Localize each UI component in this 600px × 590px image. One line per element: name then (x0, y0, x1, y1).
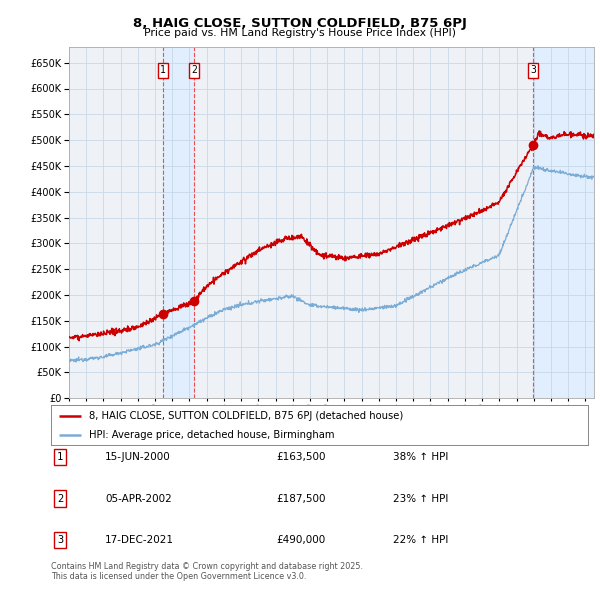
Text: 15-JUN-2000: 15-JUN-2000 (105, 453, 171, 462)
Text: 05-APR-2002: 05-APR-2002 (105, 494, 172, 503)
Text: 8, HAIG CLOSE, SUTTON COLDFIELD, B75 6PJ (detached house): 8, HAIG CLOSE, SUTTON COLDFIELD, B75 6PJ… (89, 411, 403, 421)
Text: 17-DEC-2021: 17-DEC-2021 (105, 535, 174, 545)
Text: 23% ↑ HPI: 23% ↑ HPI (393, 494, 448, 503)
Text: £187,500: £187,500 (276, 494, 325, 503)
Text: 1: 1 (57, 453, 63, 462)
Text: 22% ↑ HPI: 22% ↑ HPI (393, 535, 448, 545)
Text: 1: 1 (160, 65, 166, 76)
Bar (163, 47, 194, 398)
Text: 2: 2 (57, 494, 63, 503)
Text: 2: 2 (191, 65, 197, 76)
Text: 3: 3 (530, 65, 536, 76)
Text: HPI: Average price, detached house, Birmingham: HPI: Average price, detached house, Birm… (89, 430, 334, 440)
Text: 38% ↑ HPI: 38% ↑ HPI (393, 453, 448, 462)
Bar (533, 47, 594, 398)
Text: £163,500: £163,500 (276, 453, 325, 462)
Text: Contains HM Land Registry data © Crown copyright and database right 2025.
This d: Contains HM Land Registry data © Crown c… (51, 562, 363, 581)
Text: 3: 3 (57, 535, 63, 545)
Text: Price paid vs. HM Land Registry's House Price Index (HPI): Price paid vs. HM Land Registry's House … (144, 28, 456, 38)
Text: 8, HAIG CLOSE, SUTTON COLDFIELD, B75 6PJ: 8, HAIG CLOSE, SUTTON COLDFIELD, B75 6PJ (133, 17, 467, 30)
Text: £490,000: £490,000 (276, 535, 325, 545)
